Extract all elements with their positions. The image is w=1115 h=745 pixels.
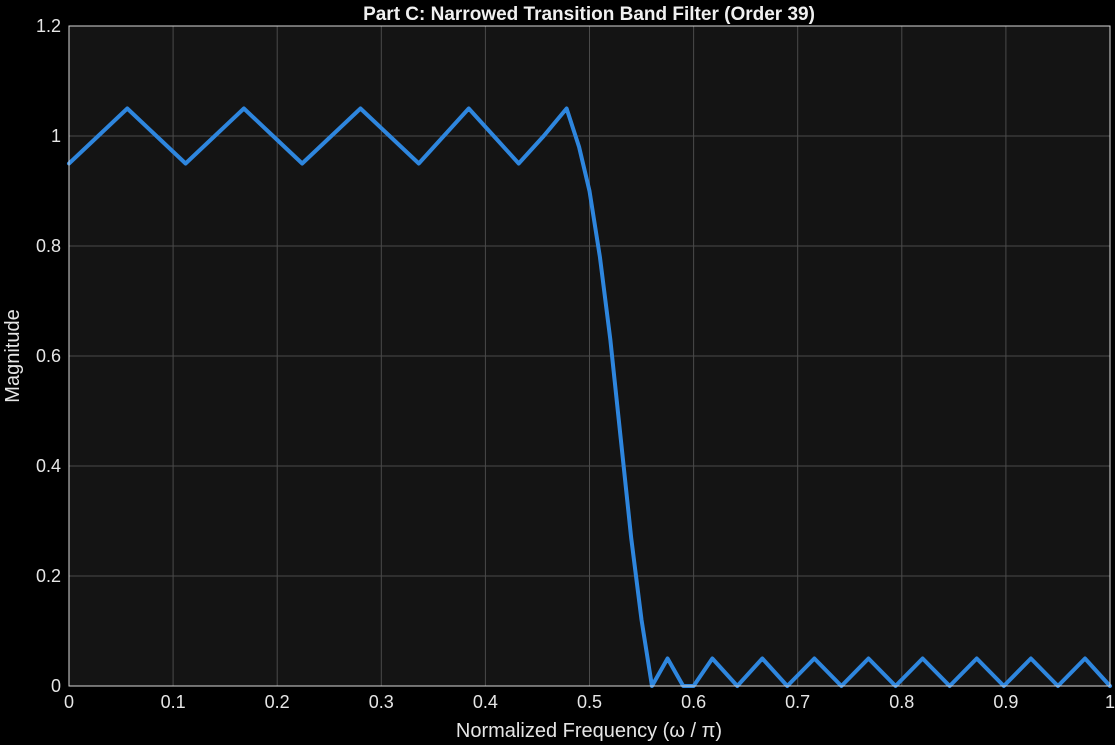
- y-axis-label: Magnitude: [2, 309, 24, 402]
- x-tick-label: 0.9: [993, 692, 1018, 712]
- chart-title: Part C: Narrowed Transition Band Filter …: [363, 4, 815, 25]
- y-tick-label: 0: [51, 676, 61, 696]
- x-tick-label: 1: [1105, 692, 1115, 712]
- y-tick-label: 1: [51, 126, 61, 146]
- x-tick-label: 0.2: [265, 692, 290, 712]
- plot-frame: [68, 25, 1111, 687]
- series-line-0: [67, 106, 1112, 688]
- series-layer: [67, 106, 1112, 688]
- x-tick-label: 0.4: [473, 692, 498, 712]
- x-tick-label: 0.7: [785, 692, 810, 712]
- y-tick-label: 1.2: [36, 16, 61, 36]
- y-tick-label: 0.6: [36, 346, 61, 366]
- y-tick-label: 0.2: [36, 566, 61, 586]
- x-axis-label: Normalized Frequency (ω / π): [456, 720, 722, 742]
- x-tick-label: 0.3: [369, 692, 394, 712]
- x-tick-label: 0.8: [889, 692, 914, 712]
- y-tick-label: 0.8: [36, 236, 61, 256]
- ticks: 0 0.1 0.2 0.3 0.4 0.5 0.6 0.7 0.8 0.9 1 0 0.2 0.4 0.6 0…: [36, 16, 1115, 712]
- x-tick-label: 0: [64, 692, 74, 712]
- y-tick-label: 0.4: [36, 456, 61, 476]
- x-tick-label: 0.6: [681, 692, 706, 712]
- x-tick-label: 0.1: [161, 692, 186, 712]
- x-tick-label: 0.5: [577, 692, 602, 712]
